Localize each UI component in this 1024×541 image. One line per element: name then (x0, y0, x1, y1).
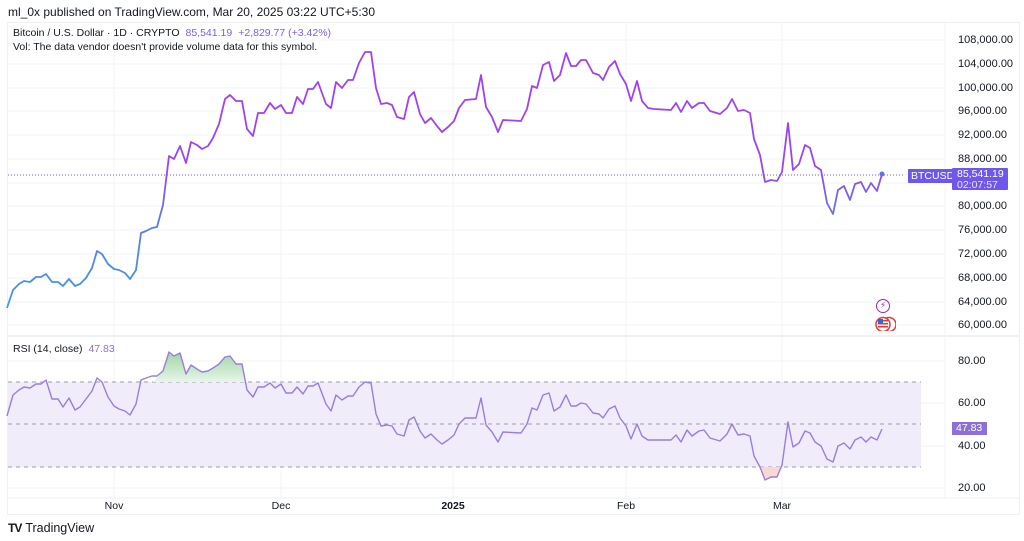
rsi-value: 47.83 (88, 343, 115, 355)
price-line (6, 51, 883, 309)
rsi-axis-label: 80.00 (958, 355, 986, 367)
price-axis-label: 96,000.00 (958, 105, 1007, 117)
price-tag: 85,541.19 02:07:57 (952, 168, 1008, 191)
symbol-title: Bitcoin / U.S. Dollar · 1D · CRYPTO (13, 27, 180, 39)
price-axis-label: 100,000.00 (958, 82, 1014, 94)
time-axis-label: Dec (271, 500, 291, 512)
symbol-tag: BTCUSD (908, 169, 958, 183)
rsi-overbought-fill (153, 352, 245, 382)
time-axis-label: Nov (104, 500, 124, 512)
rsi-axis-label: 20.00 (958, 482, 986, 494)
time-axis-label: Feb (616, 500, 636, 512)
price-axis-label: 80,000.00 (958, 200, 1007, 212)
tradingview-logo[interactable]: TV TradingView (8, 521, 94, 535)
rsi-axis-label: 40.00 (958, 440, 986, 452)
us-flag-event-icon[interactable] (874, 316, 896, 331)
rsi-value-tag: 47.83 (952, 422, 987, 435)
last-price-dot (879, 171, 885, 177)
price-axis-label: 68,000.00 (958, 272, 1007, 284)
tradingview-logo-icon: TV (8, 521, 22, 535)
volume-legend[interactable]: Vol: The data vendor doesn't provide vol… (13, 41, 318, 53)
price-axis-label: 64,000.00 (958, 296, 1007, 308)
time-axis-label: Mar (772, 500, 792, 512)
rsi-legend[interactable]: RSI (14, close) 47.83 (13, 343, 115, 355)
last-price-value: 85,541.19 (185, 27, 233, 39)
bar-countdown: 02:07:57 (957, 179, 998, 191)
price-axis-label: 88,000.00 (958, 153, 1007, 165)
price-axis-label: 76,000.00 (958, 224, 1007, 236)
price-tag-value: 85,541.19 (957, 168, 1004, 180)
time-axis-label-year: 2025 (441, 500, 465, 512)
price-change-value: +2,829.77 (+3.42%) (238, 27, 332, 39)
price-axis-label: 60,000.00 (958, 319, 1007, 331)
price-axis-label: 72,000.00 (958, 248, 1007, 260)
rsi-title: RSI (14, close) (13, 343, 83, 355)
publish-info: ml_0x published on TradingView.com, Mar … (8, 5, 375, 19)
price-gridlines (8, 39, 945, 326)
symbol-legend[interactable]: Bitcoin / U.S. Dollar · 1D · CRYPTO 85,54… (13, 27, 331, 39)
rsi-axis-label: 60.00 (958, 397, 986, 409)
tradingview-brand: TradingView (25, 521, 95, 535)
chart-frame (7, 22, 1020, 515)
price-axis-label: 108,000.00 (958, 34, 1014, 46)
price-axis-label: 104,000.00 (958, 58, 1014, 70)
rsi-line (6, 351, 883, 481)
lightning-event-icon[interactable]: ⚡ (876, 299, 890, 313)
price-axis-label: 92,000.00 (958, 129, 1007, 141)
